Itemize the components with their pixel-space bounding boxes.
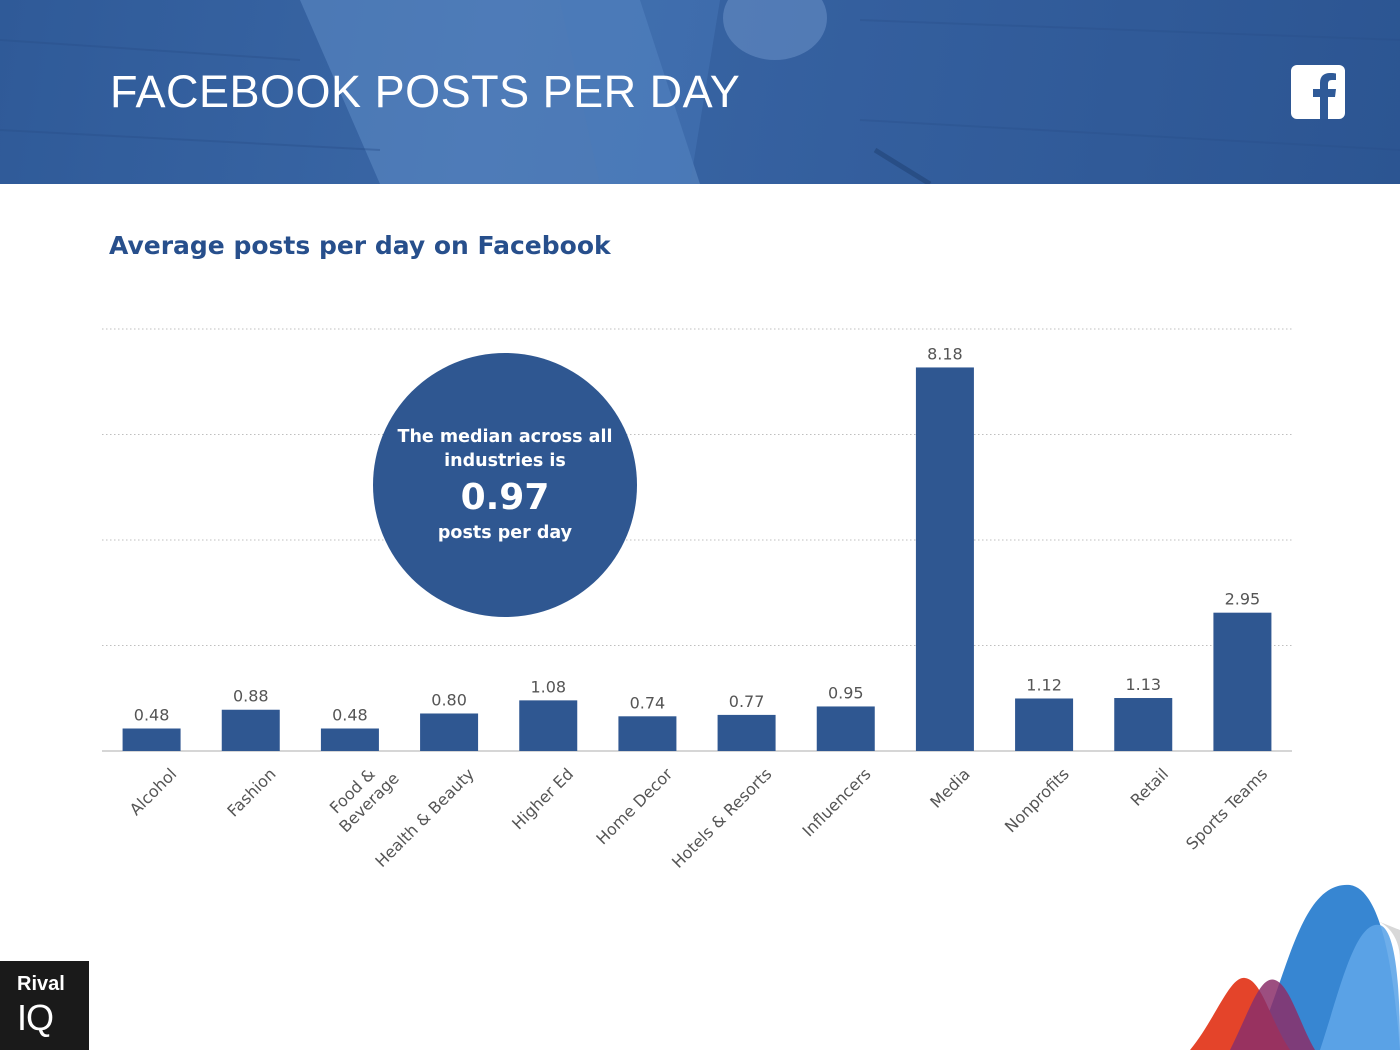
bar — [221, 709, 280, 751]
bar — [420, 713, 479, 751]
x-tick-label: Nonprofits — [1001, 764, 1073, 836]
data-label: 0.48 — [134, 705, 170, 724]
data-label: 8.18 — [927, 344, 963, 363]
brand-wave-decoration — [1190, 884, 1400, 1050]
bar — [122, 728, 181, 751]
data-label: 1.12 — [1026, 675, 1062, 694]
rival-iq-logo-line2: IQ — [17, 997, 54, 1038]
chart-bars — [122, 367, 1272, 751]
data-label: 1.08 — [530, 677, 566, 696]
bar — [915, 367, 974, 751]
x-tick-label: Food &Beverage — [321, 754, 403, 836]
chart-title: Average posts per day on Facebook — [109, 231, 611, 260]
x-tick-label: Higher Ed — [508, 764, 577, 833]
median-callout-text: The median across all industries is — [397, 427, 613, 471]
rival-iq-logo-line1: Rival — [17, 973, 65, 995]
x-tick-label: Influencers — [798, 764, 874, 840]
x-tick-label: Alcohol — [126, 764, 181, 819]
x-tick-label: Sports Teams — [1182, 764, 1271, 853]
x-tick-label: Media — [926, 764, 973, 811]
bar — [717, 714, 776, 751]
bar — [1015, 698, 1074, 751]
data-label: 0.80 — [431, 690, 467, 709]
x-tick-label: Retail — [1127, 764, 1172, 809]
bar — [1114, 698, 1173, 751]
bar — [618, 716, 677, 751]
chart-gridlines — [102, 328, 1292, 752]
data-label: 0.88 — [233, 687, 269, 706]
data-label: 1.13 — [1125, 675, 1161, 694]
data-label: 0.95 — [828, 683, 864, 702]
x-tick-label: Fashion — [223, 764, 279, 820]
data-label: 2.95 — [1225, 590, 1261, 609]
bar — [320, 728, 379, 751]
median-callout: The median across all industries is 0.97… — [373, 353, 637, 617]
median-callout-unit: posts per day — [437, 523, 573, 543]
rival-iq-logo: Rival IQ — [0, 961, 89, 1050]
bar — [816, 706, 875, 751]
x-tick-label: Hotels & Resorts — [668, 764, 775, 871]
data-label: 0.48 — [332, 705, 368, 724]
facebook-f-icon — [1291, 65, 1345, 119]
x-tick-label: Home Decor — [592, 764, 676, 848]
header-background-art — [0, 0, 1400, 184]
bar — [519, 700, 578, 751]
median-callout-value: 0.97 — [460, 477, 550, 518]
header-banner: FACEBOOK POSTS PER DAY — [0, 0, 1400, 184]
bar — [1213, 612, 1272, 751]
data-label: 0.74 — [630, 693, 666, 712]
data-label: 0.77 — [729, 692, 765, 711]
chart-data-labels: 0.48 0.88 0.48 0.80 1.08 0.74 0.77 0.95 8.18 1.12… — [134, 344, 1260, 724]
page-title: FACEBOOK POSTS PER DAY — [110, 66, 741, 117]
